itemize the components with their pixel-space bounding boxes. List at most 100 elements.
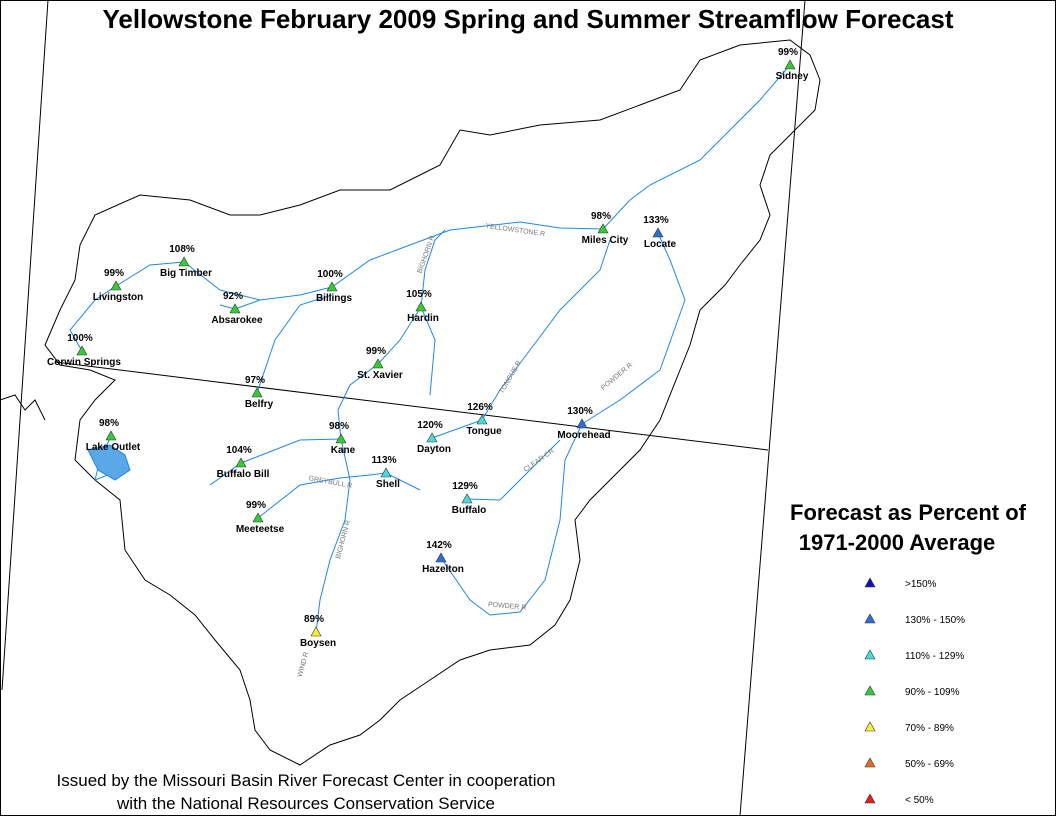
station-name: Kane (331, 445, 356, 456)
station-percent: 142% (426, 540, 452, 551)
river (420, 306, 436, 396)
footer: Issued by the Missouri Basin River Forec… (57, 771, 556, 790)
station-marker (784, 59, 796, 70)
station-name: Meeteetse (236, 524, 285, 535)
footer: with the National Resources Conservation… (116, 794, 495, 813)
station-marker (597, 223, 609, 234)
river (431, 419, 483, 439)
station-name: Tongue (466, 426, 502, 437)
station-percent: 99% (778, 47, 798, 58)
legend-marker (864, 721, 876, 732)
station-marker (105, 430, 117, 441)
station-marker (326, 281, 338, 292)
station-name: Boysen (300, 638, 336, 649)
station-percent: 98% (99, 418, 119, 429)
station-name: Shell (376, 479, 400, 490)
station-percent: 98% (329, 421, 349, 432)
station-name: Livingston (93, 292, 144, 303)
lake (87, 444, 131, 481)
station-name: Sidney (776, 71, 809, 82)
river (256, 294, 333, 394)
station-percent: 126% (467, 402, 493, 413)
station-name: Absarokee (211, 315, 263, 326)
river-label: POWDER R (488, 601, 527, 611)
state-line (739, 0, 806, 816)
state-line (54, 361, 769, 451)
legend-marker (864, 649, 876, 660)
station-marker (310, 626, 322, 637)
legend-label: 130% - 150% (905, 615, 965, 626)
station-marker (652, 227, 664, 238)
station-name: Hazelton (422, 564, 464, 575)
station-percent: 104% (226, 445, 252, 456)
station-name: Big Timber (160, 268, 212, 279)
river (481, 239, 611, 421)
station-percent: 99% (104, 268, 124, 279)
station-percent: 92% (223, 291, 243, 302)
station-percent: 108% (169, 244, 195, 255)
station-name: Corwin Springs (47, 357, 121, 368)
station-percent: 98% (591, 211, 611, 222)
station-marker (476, 414, 488, 425)
station-marker (235, 457, 247, 468)
station-name: Moorehead (557, 430, 610, 441)
station-percent: 105% (406, 289, 432, 300)
legend-label: 70% - 89% (905, 723, 954, 734)
station-percent: 100% (317, 269, 343, 280)
station-percent: 99% (366, 346, 386, 357)
station-percent: 120% (417, 420, 443, 431)
state-line (1, 0, 49, 691)
station-marker (335, 433, 347, 444)
station-marker (576, 418, 588, 429)
legend-title: 1971-2000 Average (799, 530, 996, 555)
basin-outline (44, 39, 821, 766)
river (69, 64, 791, 352)
station-percent: 99% (246, 500, 266, 511)
park-boundary (0, 394, 46, 421)
station-marker (252, 512, 264, 523)
river (209, 438, 342, 486)
legend-label: 50% - 69% (905, 759, 954, 770)
station-name: St. Xavier (357, 370, 403, 381)
station-percent: 129% (452, 481, 478, 492)
station-marker (76, 345, 88, 356)
station-percent: 89% (304, 614, 324, 625)
station-name: Locate (644, 239, 677, 250)
legend-label: 90% - 109% (905, 687, 960, 698)
station-name: Miles City (582, 235, 629, 246)
station-percent: 97% (245, 375, 265, 386)
station-percent: 133% (643, 215, 669, 226)
station-marker (435, 552, 447, 563)
legend-marker (864, 793, 876, 804)
legend-title: Forecast as Percent of (790, 500, 1027, 525)
legend-marker (864, 577, 876, 588)
station-marker (178, 256, 190, 267)
legend-label: < 50% (905, 795, 934, 806)
station-marker (461, 493, 473, 504)
station-marker (426, 432, 438, 443)
station-marker (372, 358, 384, 369)
station-name: Billings (316, 293, 353, 304)
station-percent: 113% (371, 455, 396, 466)
station-name: Lake Outlet (86, 442, 141, 453)
station-name: Belfry (245, 399, 274, 410)
station-marker (380, 467, 392, 478)
station-name: Dayton (417, 444, 451, 455)
station-marker (110, 280, 122, 291)
station-percent: 100% (67, 333, 93, 344)
title: Yellowstone February 2009 Spring and Sum… (102, 4, 953, 34)
legend-label: 110% - 129% (905, 651, 964, 662)
river (315, 229, 446, 633)
station-name: Buffalo (452, 505, 486, 516)
river (466, 439, 561, 501)
station-marker (251, 387, 263, 398)
station-name: Hardin (407, 313, 439, 324)
river (257, 472, 421, 519)
station-marker (229, 303, 241, 314)
river (581, 232, 686, 425)
station-name: Buffalo Bill (217, 469, 270, 480)
river (440, 423, 583, 616)
legend-label: >150% (905, 579, 937, 590)
